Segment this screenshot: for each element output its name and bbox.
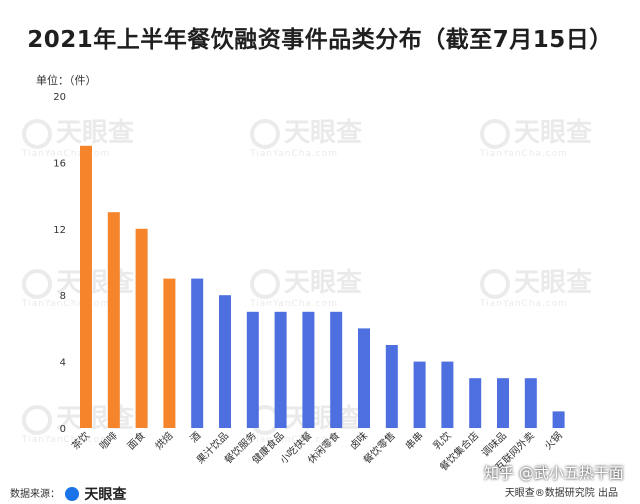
- watermark: 天眼查 TianYanCha.com: [22, 398, 134, 445]
- watermark-brand: 天眼查: [514, 268, 593, 298]
- watermark: 天眼查 TianYanCha.com: [250, 398, 362, 445]
- bar: [552, 411, 565, 428]
- watermark-site: TianYanCha.com: [250, 149, 339, 159]
- y-axis-unit-label: 单位：（件）: [36, 73, 97, 87]
- y-axis: 0 4 8 12 16 20: [53, 92, 66, 435]
- bar: [80, 145, 92, 429]
- watermark-brand: 天眼查: [284, 118, 363, 148]
- y-tick-label: 4: [60, 358, 66, 369]
- x-tick-label: 面食: [124, 429, 147, 452]
- y-tick-label: 12: [53, 225, 66, 236]
- bar: [413, 361, 426, 428]
- x-tick-label: 串串: [403, 430, 426, 453]
- x-tick-label: 烘焙: [152, 429, 175, 452]
- x-tick-label: 咖啡: [97, 430, 120, 453]
- watermark: 天眼查 TianYanCha.com: [22, 262, 134, 309]
- bar: [302, 311, 315, 428]
- watermark-site: TianYanCha.com: [250, 435, 339, 445]
- watermark-brand: 天眼查: [514, 118, 593, 148]
- watermark: 天眼查 TianYanCha.com: [250, 262, 362, 309]
- tianyancha-logo-icon: [65, 487, 80, 501]
- source-brand: 天眼查: [84, 487, 127, 503]
- bar: [191, 278, 204, 428]
- watermark-site: TianYanCha.com: [22, 299, 111, 309]
- bar: [469, 378, 482, 428]
- zhihu-watermark: 知乎 @武小五热干面: [484, 464, 624, 482]
- watermark-logo-icon: [480, 268, 510, 299]
- watermark-logo-icon: [250, 268, 280, 299]
- bar: [246, 311, 259, 428]
- watermark: 天眼查 TianYanCha.com: [22, 112, 134, 159]
- bar: [497, 378, 509, 428]
- watermark-site: TianYanCha.com: [22, 435, 111, 445]
- watermark: 天眼查 TianYanCha.com: [480, 262, 592, 309]
- watermark-logo-icon: [22, 268, 52, 299]
- watermark: 天眼查 TianYanCha.com: [480, 112, 592, 159]
- bar: [358, 328, 370, 428]
- x-tick-label: 乳饮: [430, 429, 453, 452]
- footer-credit: 天眼查®数据研究院 出品: [504, 488, 618, 499]
- watermark-logo-icon: [480, 118, 510, 149]
- watermark-logo-icon: [22, 404, 52, 435]
- watermark: 天眼查 TianYanCha.com: [250, 112, 362, 159]
- bar: [163, 278, 176, 428]
- bar: [107, 212, 120, 428]
- watermark-logo-icon: [22, 118, 52, 149]
- watermark-brand: 天眼查: [284, 268, 363, 298]
- bar: [441, 361, 454, 428]
- bar: [274, 311, 287, 428]
- bar: [330, 311, 343, 428]
- y-tick-label: 20: [53, 92, 66, 103]
- watermark-site: TianYanCha.com: [480, 299, 569, 309]
- data-source: 数据来源： 天眼查: [10, 484, 126, 504]
- bar: [135, 228, 148, 428]
- x-tick-label: 茶饮: [69, 429, 92, 452]
- watermark-site: TianYanCha.com: [22, 149, 111, 159]
- watermark-brand: 天眼查: [56, 404, 135, 434]
- bar: [385, 345, 398, 428]
- watermark-site: TianYanCha.com: [480, 149, 569, 159]
- x-tick-label: 卤味: [347, 429, 370, 452]
- watermark-site: TianYanCha.com: [250, 299, 339, 309]
- bar: [524, 378, 537, 428]
- chart-title: 2021年上半年餐饮融资事件品类分布（截至7月15日）: [27, 27, 613, 53]
- y-tick-label: 8: [60, 291, 66, 302]
- x-tick-label: 火锅: [542, 430, 565, 453]
- y-tick-label: 0: [60, 424, 66, 435]
- watermark-brand: 天眼查: [56, 268, 135, 298]
- bars: [80, 145, 565, 429]
- watermark-logo-icon: [250, 118, 280, 149]
- watermark-brand: 天眼查: [56, 118, 135, 148]
- watermark-brand: 天眼查: [284, 404, 363, 434]
- source-prefix: 数据来源：: [10, 489, 60, 500]
- y-tick-label: 16: [53, 158, 66, 169]
- x-tick-label: 酒: [188, 430, 204, 446]
- bar: [219, 295, 231, 428]
